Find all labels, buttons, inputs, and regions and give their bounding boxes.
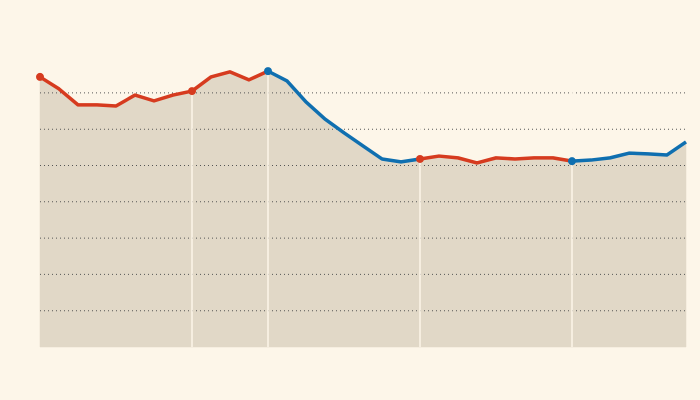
marker	[416, 154, 424, 163]
marker	[188, 87, 196, 96]
marker	[264, 67, 272, 76]
marker	[568, 157, 576, 166]
line	[39, 69, 573, 165]
marker	[36, 72, 44, 81]
line	[267, 69, 687, 164]
